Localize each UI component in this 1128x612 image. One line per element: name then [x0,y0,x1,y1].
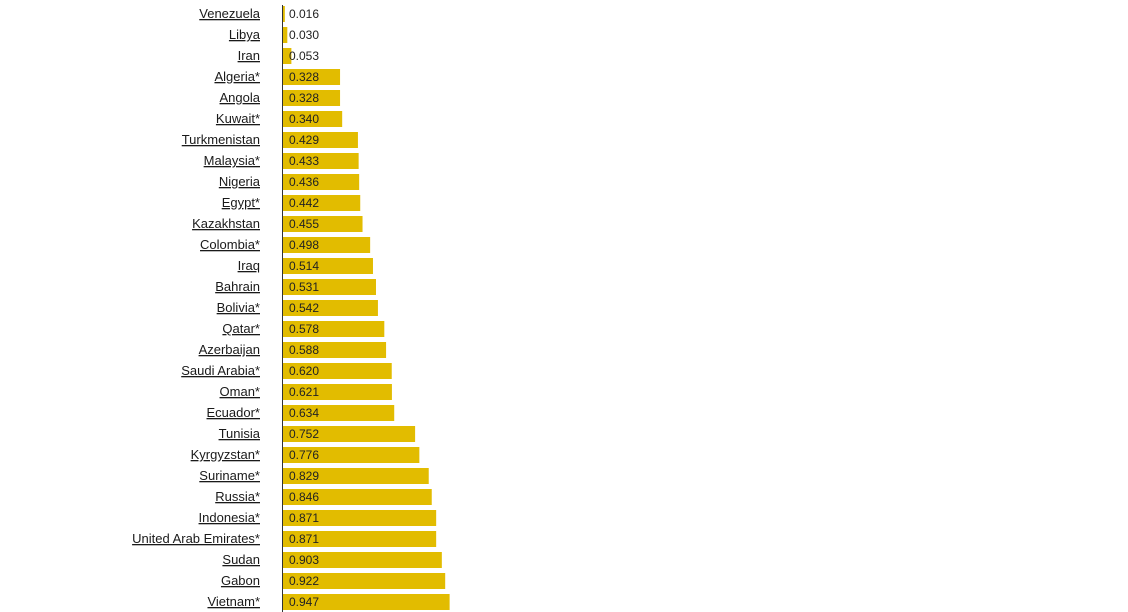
bar-colombia [282,237,371,253]
bar-kyrgyzstan [282,447,420,463]
value-label-suriname: 0.829 [289,469,319,483]
value-label-iran: 0.053 [289,49,319,63]
bar-bolivia [282,300,378,316]
bar-tunisia [282,426,416,442]
bar-qatar [282,321,385,337]
value-label-kazakhstan: 0.455 [289,217,319,231]
category-label-nigeria[interactable]: Nigeria [219,174,261,189]
bar-angola [282,90,341,106]
value-label-bolivia: 0.542 [289,301,319,315]
category-label-angola[interactable]: Angola [220,90,261,105]
bar-united-arab-emirates [282,531,437,547]
value-label-tunisia: 0.752 [289,427,319,441]
category-label-bolivia[interactable]: Bolivia* [217,300,260,315]
value-label-kyrgyzstan: 0.776 [289,448,319,462]
value-label-angola: 0.328 [289,91,319,105]
category-label-algeria[interactable]: Algeria* [214,69,260,84]
category-label-iran[interactable]: Iran [238,48,260,63]
category-label-iraq[interactable]: Iraq [238,258,260,273]
bar-ecuador [282,405,395,421]
bars-group [282,6,450,610]
bar-libya [282,27,288,43]
bar-algeria [282,69,341,85]
value-label-gabon: 0.922 [289,574,319,588]
bar-malaysia [282,153,359,169]
bar-russia [282,489,432,505]
category-label-vietnam[interactable]: Vietnam* [207,594,260,609]
bar-oman [282,384,392,400]
bar-kazakhstan [282,216,363,232]
bar-iraq [282,258,373,274]
category-labels-group: Venezuela Libya Iran Algeria* Angola Kuwait* T… [132,6,261,609]
category-label-kuwait[interactable]: Kuwait* [216,111,260,126]
bar-egypt [282,195,361,211]
value-label-oman: 0.621 [289,385,319,399]
value-label-kuwait: 0.340 [289,112,319,126]
value-label-turkmenistan: 0.429 [289,133,319,147]
bar-suriname [282,468,429,484]
value-label-ecuador: 0.634 [289,406,319,420]
category-label-ecuador[interactable]: Ecuador* [207,405,260,420]
bar-iran [282,48,292,64]
bar-vietnam [282,594,450,610]
value-label-iraq: 0.514 [289,259,319,273]
category-label-saudi-arabia[interactable]: Saudi Arabia* [181,363,260,378]
bar-gabon [282,573,446,589]
bar-nigeria [282,174,360,190]
category-label-indonesia[interactable]: Indonesia* [199,510,260,525]
bar-saudi-arabia [282,363,392,379]
bar-venezuela [282,6,285,22]
value-label-united-arab-emirates: 0.871 [289,532,319,546]
category-label-gabon[interactable]: Gabon [221,573,260,588]
category-label-kyrgyzstan[interactable]: Kyrgyzstan* [191,447,260,462]
category-label-venezuela[interactable]: Venezuela [199,6,260,21]
value-label-sudan: 0.903 [289,553,319,567]
category-label-sudan[interactable]: Sudan [222,552,260,567]
bar-bahrain [282,279,376,295]
category-label-russia[interactable]: Russia* [215,489,260,504]
value-label-vietnam: 0.947 [289,595,319,609]
value-label-malaysia: 0.433 [289,154,319,168]
value-label-venezuela: 0.016 [289,7,319,21]
value-label-libya: 0.030 [289,28,319,42]
value-label-egypt: 0.442 [289,196,319,210]
category-label-united-arab-emirates[interactable]: United Arab Emirates* [132,531,260,546]
category-label-azerbaijan[interactable]: Azerbaijan [199,342,260,357]
value-label-bahrain: 0.531 [289,280,319,294]
bar-turkmenistan [282,132,358,148]
category-label-libya[interactable]: Libya [229,27,261,42]
value-label-indonesia: 0.871 [289,511,319,525]
value-label-russia: 0.846 [289,490,319,504]
category-label-bahrain[interactable]: Bahrain [215,279,260,294]
value-label-azerbaijan: 0.588 [289,343,319,357]
category-label-egypt[interactable]: Egypt* [222,195,260,210]
value-labels-group: 0.016 0.030 0.053 0.328 0.328 0.340 0.429 0.433… [289,7,319,609]
bar-sudan [282,552,442,568]
value-label-algeria: 0.328 [289,70,319,84]
bar-azerbaijan [282,342,387,358]
category-label-qatar[interactable]: Qatar* [222,321,260,336]
value-label-nigeria: 0.436 [289,175,319,189]
category-label-oman[interactable]: Oman* [220,384,260,399]
category-label-kazakhstan[interactable]: Kazakhstan [192,216,260,231]
category-label-turkmenistan[interactable]: Turkmenistan [182,132,260,147]
value-label-qatar: 0.578 [289,322,319,336]
category-label-colombia[interactable]: Colombia* [200,237,260,252]
bar-indonesia [282,510,437,526]
value-label-colombia: 0.498 [289,238,319,252]
bar-kuwait [282,111,343,127]
category-label-tunisia[interactable]: Tunisia [219,426,261,441]
category-label-malaysia[interactable]: Malaysia* [204,153,260,168]
category-label-suriname[interactable]: Suriname* [199,468,260,483]
value-label-saudi-arabia: 0.620 [289,364,319,378]
